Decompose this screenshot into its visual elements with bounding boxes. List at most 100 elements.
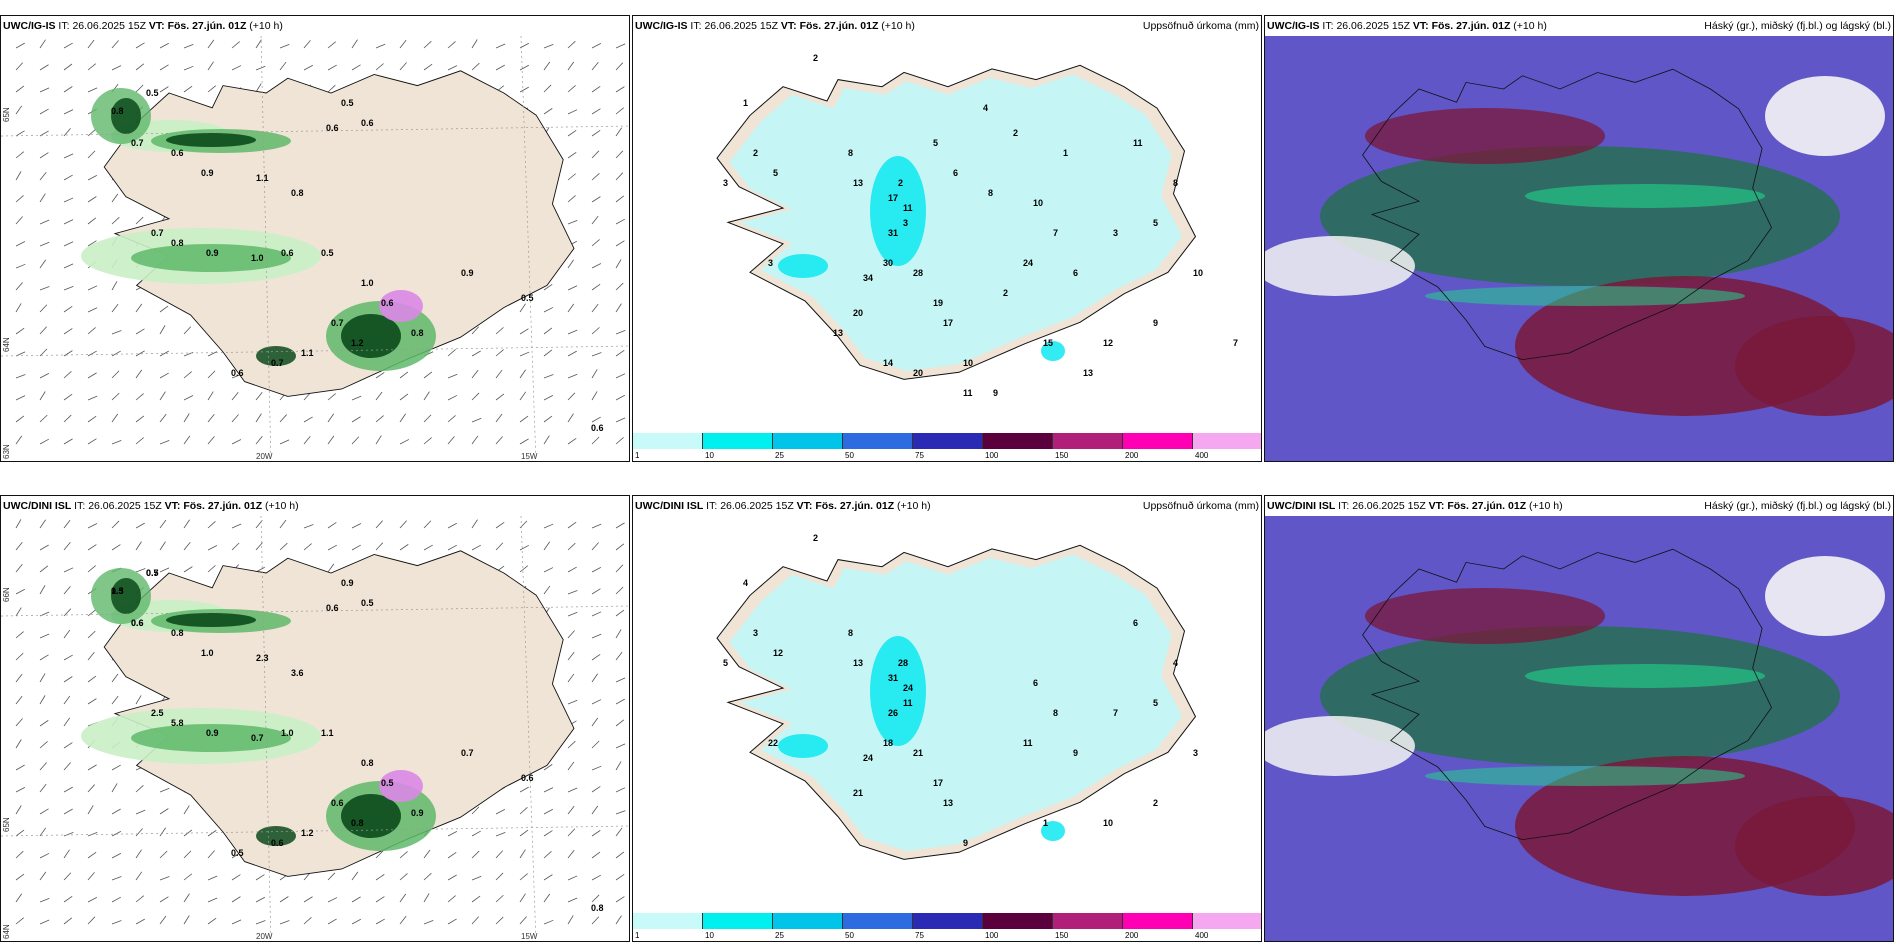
wind-barb [591, 786, 601, 793]
wind-barb [39, 241, 50, 247]
precip-value-label: 0.6 [231, 368, 244, 378]
panel-header: UWC/IG-IS IT: 26.06.2025 15Z VT: Fös. 27… [633, 16, 1261, 36]
wind-barb [87, 285, 98, 291]
wind-barb [591, 352, 602, 357]
colorbar-swatch [703, 913, 773, 929]
wind-barb [375, 372, 385, 379]
wind-barb [15, 787, 26, 793]
wind-barb [255, 413, 262, 423]
precip-value-label: 0.6 [326, 603, 339, 613]
wind-panel-top: UWC/IG-IS IT: 26.06.2025 15Z VT: Fös. 27… [0, 15, 630, 462]
wind-barb [423, 919, 434, 925]
wind-barb [63, 608, 72, 617]
wind-barb [591, 916, 600, 925]
wind-barb [111, 853, 122, 859]
wind-barb [591, 699, 602, 705]
precip-value-label: 31 [888, 228, 898, 238]
wind-barb [63, 328, 73, 335]
wind-barb [519, 786, 529, 793]
wind-barb [615, 609, 625, 617]
wind-barb [567, 915, 574, 925]
wind-barb [111, 350, 121, 357]
wind-barb [135, 63, 145, 71]
colorbar-swatch [913, 913, 983, 929]
precip-value-label: 0.6 [521, 773, 534, 783]
wind-barb [567, 699, 578, 705]
wind-barb [471, 392, 480, 401]
precip-value-label: 14 [883, 358, 893, 368]
wind-barb [375, 63, 384, 71]
wind-barb [15, 564, 23, 573]
precip-value-label: 1.0 [201, 648, 214, 658]
wind-barb [327, 435, 335, 445]
precip-value-label: 0.6 [326, 123, 339, 133]
wind-barb [15, 829, 25, 837]
wind-barb [423, 544, 433, 551]
wind-barb [591, 523, 602, 529]
colorbar-swatch [1123, 913, 1193, 929]
precip-value-label: 2 [813, 533, 818, 543]
wind-barb [111, 413, 119, 423]
precip-value-label: 28 [898, 658, 908, 668]
wind-barb [591, 830, 601, 837]
precip-value-label: 2.5 [151, 708, 164, 718]
low-cloud [1765, 76, 1885, 156]
wind-barb [567, 521, 577, 529]
wind-barb [519, 806, 528, 815]
wind-barb [327, 84, 336, 93]
precip-panel-bottom: UWC/DINI ISL IT: 26.06.2025 15Z VT: Fös.… [632, 495, 1262, 942]
precip-colorbar: 1 10 25 50 75 100 150 200 400 [633, 431, 1261, 461]
colorbar-tick: 1 [635, 451, 640, 460]
wind-barb [15, 850, 24, 859]
wind-barb [447, 436, 455, 445]
wind-barb [615, 43, 626, 49]
wind-barb [15, 917, 25, 925]
wind-barb [567, 761, 575, 771]
wind-barb [375, 874, 385, 881]
wind-barb [15, 893, 23, 903]
wind-barb [447, 415, 456, 423]
wind-barb [39, 544, 49, 551]
wind-barb [87, 217, 97, 225]
wind-barb [183, 413, 190, 423]
precip-value-label: 3.6 [291, 668, 304, 678]
graticule [1, 605, 629, 617]
colorbar-swatch [1053, 913, 1123, 929]
wind-barb [15, 764, 25, 771]
wind-barb [63, 567, 74, 573]
wind-barb [39, 673, 46, 683]
wind-barb [135, 303, 143, 313]
panel-title: Háský (gr.), miðský (fj.bl.) og lágský (… [1704, 20, 1891, 32]
wind-barb [543, 84, 552, 93]
wind-barb [111, 808, 121, 815]
precip-value-label: 0.9 [206, 728, 219, 738]
wind-barb [159, 350, 169, 357]
wind-barb [63, 263, 74, 269]
wind-barb [63, 786, 73, 793]
precip-value-label: 4 [743, 578, 748, 588]
colorbar-swatch [1053, 433, 1123, 449]
mid-cloud [1320, 146, 1840, 286]
wind-barb [543, 874, 553, 881]
precip-value-label: 3 [753, 628, 758, 638]
wind-barb [543, 567, 554, 573]
wind-barb [63, 370, 72, 379]
precip-value-label: 0.9 [411, 808, 424, 818]
wind-barb [615, 629, 622, 639]
wind-barb [495, 521, 505, 529]
wind-barb [63, 654, 73, 661]
colorbar-tick: 10 [705, 931, 714, 940]
precip-value-label: 12 [773, 648, 783, 658]
wind-barb [15, 695, 23, 705]
precip-value-label: 0.7 [131, 138, 144, 148]
wind-barb [495, 436, 503, 445]
wind-barb [615, 218, 625, 225]
wind-barb [63, 586, 71, 595]
wind-barb [183, 566, 193, 573]
wind-barb [63, 241, 74, 247]
cloud-map [1265, 36, 1893, 461]
wind-barb [495, 413, 503, 423]
mid-cloud [1320, 626, 1840, 766]
